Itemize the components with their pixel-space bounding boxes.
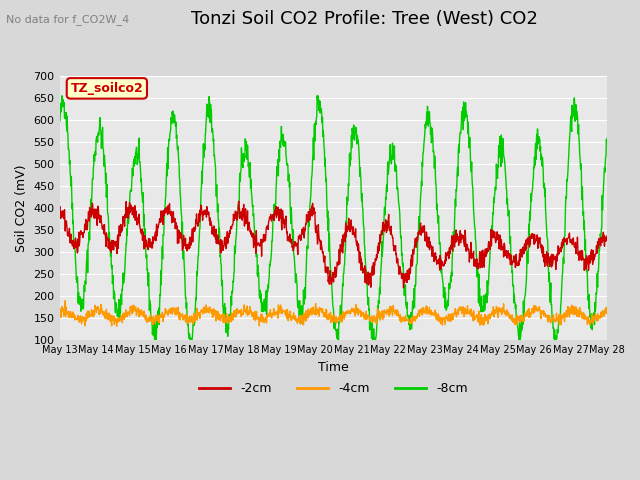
-4cm <box>604 308 611 314</box>
Line: -2cm: -2cm <box>60 201 607 288</box>
-2cm <box>177 231 185 237</box>
-2cm <box>235 198 243 204</box>
-2cm <box>239 214 247 220</box>
-4cm <box>239 311 247 316</box>
-8cm <box>539 160 547 166</box>
Line: -8cm: -8cm <box>60 96 607 340</box>
-8cm <box>314 93 321 99</box>
-4cm <box>165 307 173 313</box>
-2cm <box>491 229 499 235</box>
-4cm <box>61 298 69 303</box>
Legend: -2cm, -4cm, -8cm: -2cm, -4cm, -8cm <box>194 377 472 400</box>
Text: TZ_soilco2: TZ_soilco2 <box>70 82 143 95</box>
Line: -4cm: -4cm <box>60 300 607 326</box>
-8cm <box>56 118 63 124</box>
-8cm <box>239 165 247 170</box>
-4cm <box>56 313 63 319</box>
-8cm <box>491 193 499 199</box>
-2cm <box>539 254 547 260</box>
Y-axis label: Soil CO2 (mV): Soil CO2 (mV) <box>15 165 28 252</box>
-2cm <box>604 236 611 241</box>
-8cm <box>151 337 159 343</box>
-4cm <box>178 313 186 319</box>
-2cm <box>419 229 427 235</box>
-8cm <box>419 150 427 156</box>
-8cm <box>604 135 611 141</box>
Text: No data for f_CO2W_4: No data for f_CO2W_4 <box>6 14 130 25</box>
-8cm <box>178 215 186 220</box>
-4cm <box>539 311 547 316</box>
-2cm <box>56 205 63 211</box>
-2cm <box>164 203 172 209</box>
X-axis label: Time: Time <box>318 361 349 374</box>
-8cm <box>164 149 172 155</box>
-2cm <box>400 285 408 291</box>
Text: Tonzi Soil CO2 Profile: Tree (West) CO2: Tonzi Soil CO2 Profile: Tree (West) CO2 <box>191 10 538 28</box>
-4cm <box>419 309 427 315</box>
-4cm <box>491 307 499 312</box>
-4cm <box>113 324 120 329</box>
